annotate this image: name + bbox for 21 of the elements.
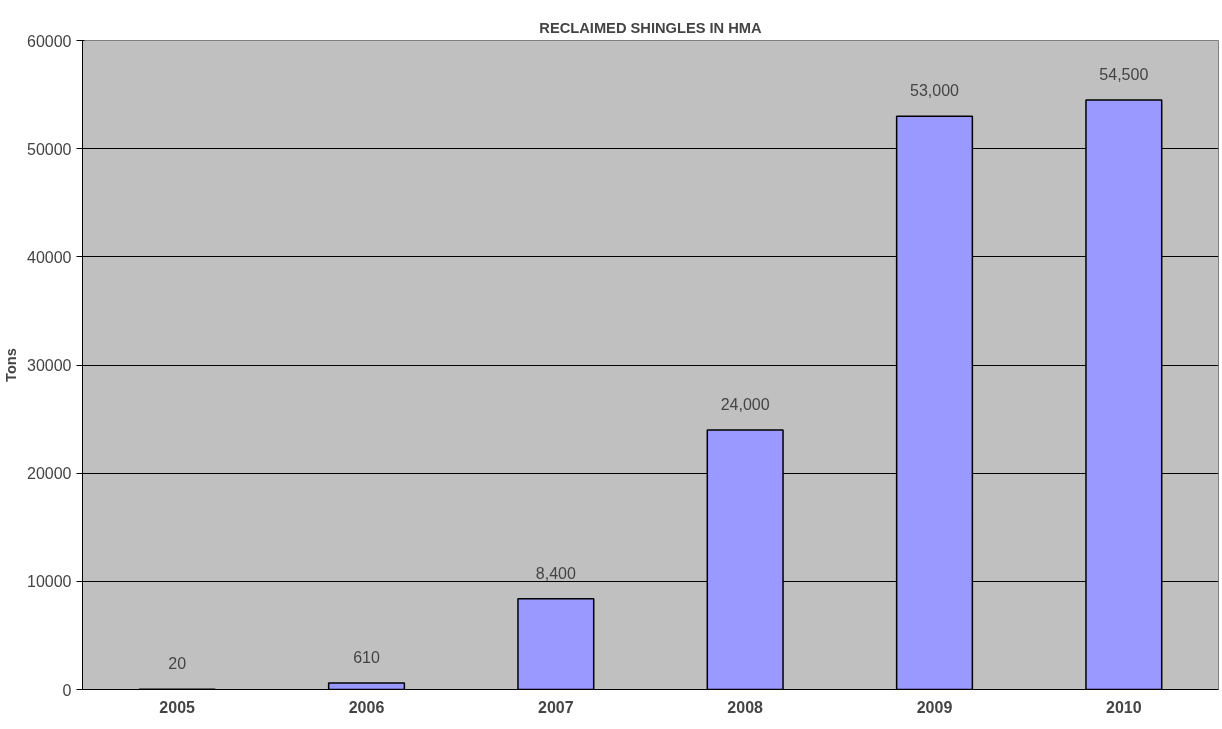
data-label: 54,500 [1099,65,1149,83]
data-label: 610 [353,648,380,666]
y-tick-label: 30000 [27,357,72,374]
x-tick-label: 2005 [159,698,196,716]
y-tick-label: 20000 [27,465,72,483]
data-label: 53,000 [910,82,960,100]
x-tick-label: 2006 [348,698,385,716]
x-tick-label: 2007 [538,698,574,716]
data-label: 20 [168,655,187,673]
x-tick-label: 2009 [916,698,953,716]
chart-title: RECLAIMED SHINGLES IN HMA [539,19,763,36]
data-label: 8,400 [535,564,576,582]
x-tick-label: 2008 [727,698,764,716]
x-tick-label: 2010 [1106,698,1142,716]
data-label: 24,000 [720,395,770,413]
y-tick-label: 60000 [27,32,72,50]
y-tick-label: 10000 [27,573,72,591]
y-tick-label: 0 [62,681,72,699]
y-tick-label: 50000 [27,140,72,158]
y-axis-title: Tons [3,348,20,382]
y-tick-label: 40000 [27,248,72,266]
